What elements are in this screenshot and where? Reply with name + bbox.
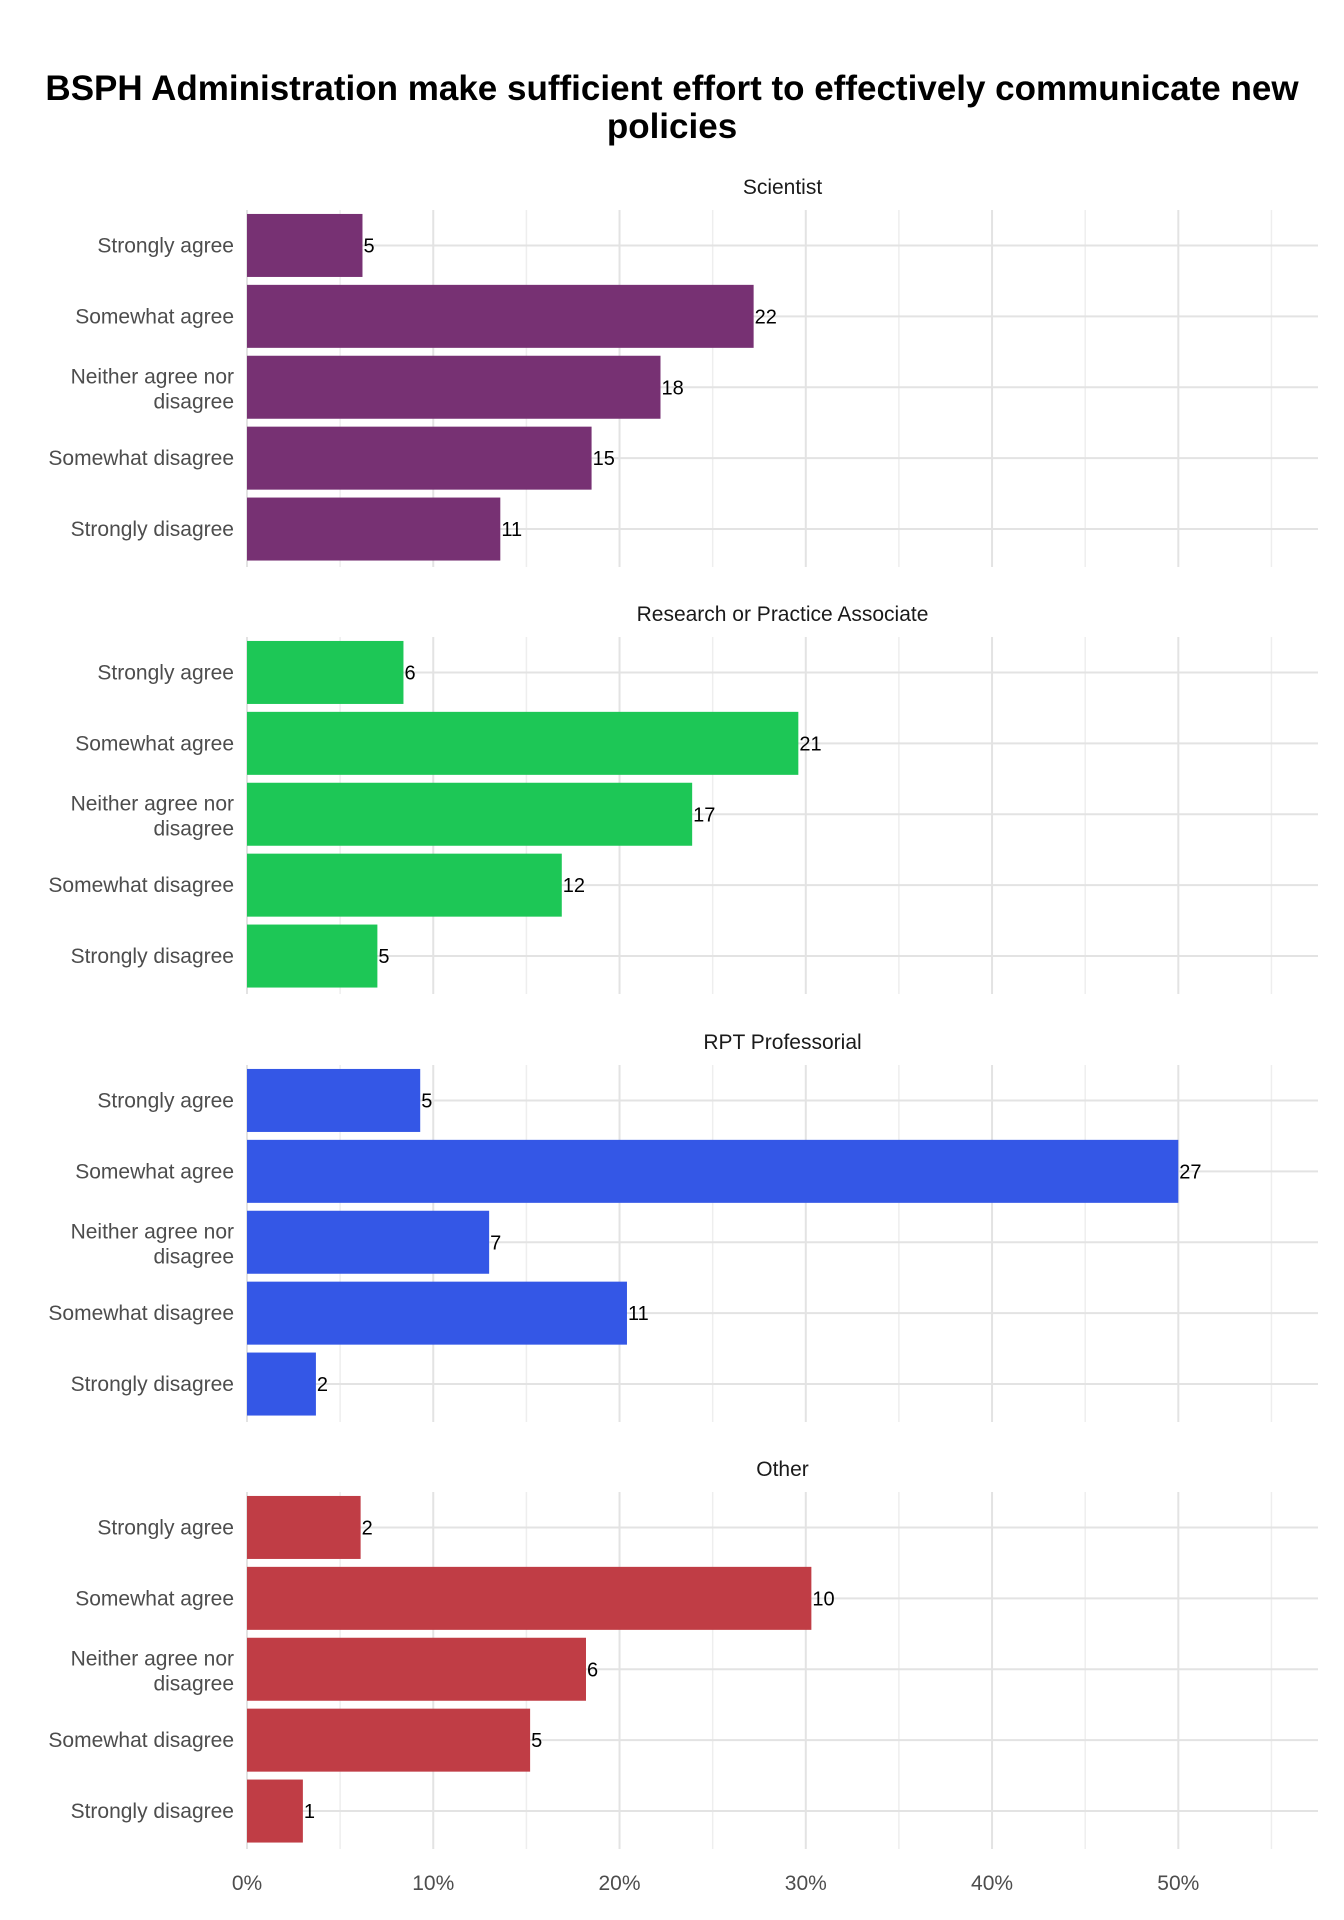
bar bbox=[247, 1210, 490, 1274]
panel-title: Scientist bbox=[743, 176, 823, 199]
x-axis-tick-label: 0% bbox=[232, 1872, 262, 1895]
y-axis-label: Strongly agree bbox=[97, 1089, 234, 1112]
bar-count-label: 15 bbox=[593, 448, 615, 470]
panel-title: Other bbox=[756, 1458, 809, 1481]
bar bbox=[247, 1352, 316, 1416]
y-axis-label: Strongly agree bbox=[97, 234, 234, 257]
bar-count-label: 27 bbox=[1179, 1161, 1201, 1183]
panel-title: Research or Practice Associate bbox=[637, 603, 929, 626]
bar-count-label: 18 bbox=[661, 377, 683, 399]
bar bbox=[247, 497, 501, 561]
y-axis-label: Neither agree nor disagree bbox=[71, 792, 234, 840]
bar-count-label: 10 bbox=[812, 1588, 834, 1610]
y-axis-label: Strongly disagree bbox=[71, 518, 234, 541]
bar bbox=[247, 284, 754, 348]
y-axis-label: Somewhat disagree bbox=[48, 1302, 234, 1325]
bar-count-label: 2 bbox=[362, 1517, 373, 1539]
x-axis-tick-label: 40% bbox=[971, 1872, 1013, 1895]
bar-count-label: 5 bbox=[363, 235, 374, 257]
y-axis-label: Neither agree nor disagree bbox=[71, 1220, 234, 1268]
bar bbox=[247, 1566, 812, 1630]
x-axis-tick-label: 30% bbox=[785, 1872, 827, 1895]
bar-count-label: 5 bbox=[421, 1090, 432, 1112]
bar-count-label: 7 bbox=[490, 1232, 501, 1254]
bar bbox=[247, 426, 592, 490]
y-axis-label: Strongly disagree bbox=[71, 945, 234, 968]
chart-title: BSPH Administration make sufficient effo… bbox=[45, 69, 1299, 146]
bar bbox=[247, 1281, 627, 1345]
bar-count-label: 21 bbox=[799, 733, 821, 755]
bar bbox=[247, 213, 363, 277]
bar bbox=[247, 640, 404, 704]
bar-count-label: 11 bbox=[501, 519, 522, 541]
y-axis-label: Somewhat agree bbox=[75, 732, 234, 755]
bar-count-label: 6 bbox=[404, 662, 415, 684]
y-axis-label: Somewhat agree bbox=[75, 1587, 234, 1610]
x-axis-tick-label: 10% bbox=[412, 1872, 454, 1895]
y-axis-label: Somewhat disagree bbox=[48, 447, 234, 470]
bar-count-label: 11 bbox=[628, 1303, 649, 1325]
y-axis-label: Strongly agree bbox=[97, 661, 234, 684]
bar-count-label: 17 bbox=[693, 804, 715, 826]
y-axis-label: Strongly agree bbox=[97, 1516, 234, 1539]
bar-count-label: 12 bbox=[563, 875, 585, 897]
bar-count-label: 5 bbox=[531, 1730, 542, 1752]
bar-count-label: 6 bbox=[587, 1659, 598, 1681]
y-axis-label: Strongly disagree bbox=[71, 1373, 234, 1396]
bar-count-label: 1 bbox=[304, 1801, 315, 1823]
bar-count-label: 2 bbox=[317, 1374, 328, 1396]
bar bbox=[247, 853, 562, 917]
bar bbox=[247, 924, 378, 988]
bar-count-label: 5 bbox=[378, 946, 389, 968]
bar bbox=[247, 1708, 531, 1772]
panel-title: RPT Professorial bbox=[703, 1031, 861, 1054]
bar bbox=[247, 711, 799, 775]
bar bbox=[247, 1139, 1179, 1203]
bar bbox=[247, 355, 661, 419]
y-axis-label: Neither agree nor disagree bbox=[71, 1647, 234, 1695]
y-axis-label: Neither agree nor disagree bbox=[71, 365, 234, 413]
y-axis-label: Strongly disagree bbox=[71, 1800, 234, 1823]
y-axis-label: Somewhat disagree bbox=[48, 1729, 234, 1752]
bar bbox=[247, 1068, 421, 1132]
bar bbox=[247, 1495, 361, 1559]
x-axis-tick-label: 50% bbox=[1157, 1872, 1199, 1895]
bar bbox=[247, 1637, 586, 1701]
y-axis-label: Somewhat agree bbox=[75, 1160, 234, 1183]
y-axis-label: Somewhat disagree bbox=[48, 874, 234, 897]
bar-count-label: 22 bbox=[755, 306, 777, 328]
bar bbox=[247, 1779, 303, 1843]
bar bbox=[247, 782, 693, 846]
x-axis-tick-label: 20% bbox=[599, 1872, 641, 1895]
y-axis-label: Somewhat agree bbox=[75, 305, 234, 328]
